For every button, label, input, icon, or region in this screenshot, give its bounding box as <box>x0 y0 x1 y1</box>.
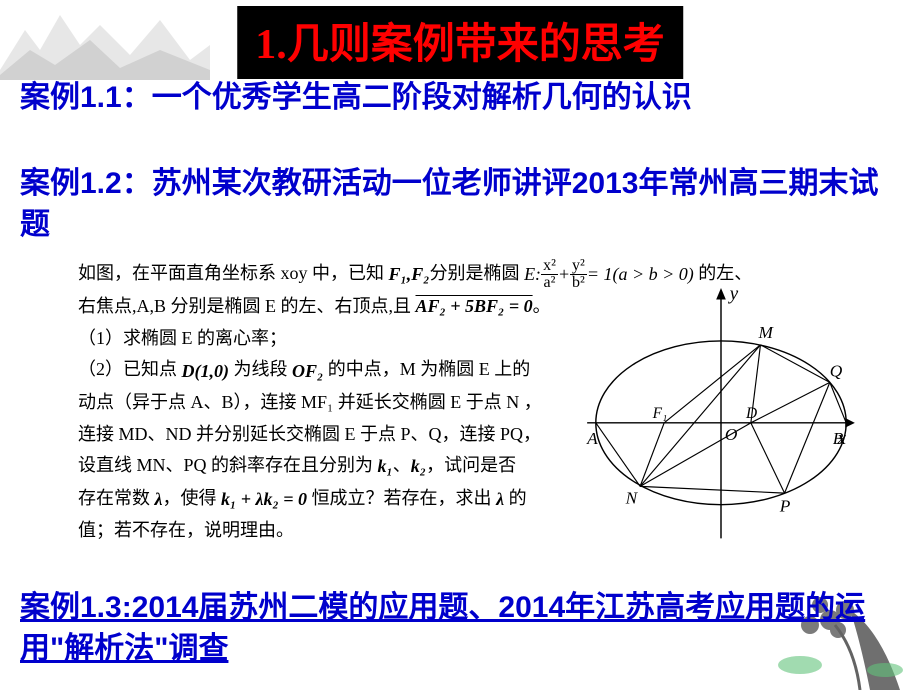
lambda: λ <box>155 484 163 516</box>
f1f2: F₁,F₂ <box>389 259 430 291</box>
lbl-O: O <box>725 425 738 444</box>
of2: OF₂ <box>292 356 323 388</box>
lbl-Q: Q <box>830 362 843 381</box>
num: x² <box>541 258 558 275</box>
lbl-N: N <box>625 489 639 508</box>
line: 动点（异于点 A、B），连接 MF₁ 并延长交椭圆 E 于点 N ， <box>78 387 578 419</box>
lbl-A: A <box>586 429 598 448</box>
problem-statement: 如图，在平面直角坐标系 xoy 中，已知 F₁,F₂分别是椭圆 E: x²a² … <box>78 258 860 572</box>
txt: 的 <box>504 488 527 508</box>
lambda: λ <box>496 484 504 516</box>
d10: D(1,0) <box>182 356 230 388</box>
keq: k₁ + λk₂ = 0 <box>221 484 307 516</box>
txt: 、 <box>393 455 411 475</box>
case-1-1-heading: 案例1.1：一个优秀学生高二阶段对解析几何的认识 <box>20 78 900 119</box>
main-title-band: 1.几则案例带来的思考 <box>237 6 683 79</box>
case-1-2-heading: 案例1.2：苏州某次教研活动一位老师讲评2013年常州高三期末试题 <box>20 164 900 245</box>
txt: 的左、 <box>694 263 753 283</box>
vec-eq: AF₂ + 5BF₂ = 0 <box>416 296 533 316</box>
plus: + <box>558 259 570 291</box>
main-title: 1.几则案例带来的思考 <box>255 22 665 68</box>
lbl-P: P <box>779 496 791 515</box>
lbl-M: M <box>758 323 775 342</box>
line: 连接 MD、ND 并分别延长交椭圆 E 于点 P、Q，连接 PQ， <box>78 419 578 451</box>
txt: 恒成立？若存在，求出 <box>307 488 496 508</box>
den: a² <box>541 275 558 291</box>
txt: 右焦点,A,B 分别是椭圆 E 的左、右顶点,且 <box>78 296 416 316</box>
num: y² <box>570 258 587 275</box>
txt: 为线段 <box>229 359 292 379</box>
lbl-y: y <box>728 288 739 305</box>
k2: k₂ <box>411 451 426 483</box>
lbl-D: D <box>745 405 757 422</box>
lbl-B: B <box>833 429 844 448</box>
txt: 分别是椭圆 <box>430 263 525 283</box>
e-label: E: <box>524 259 541 291</box>
lbl-F1: F₁ <box>652 405 668 422</box>
txt: 存在常数 <box>78 488 155 508</box>
case-1-3-heading: 案例1.3:2014届苏州二模的应用题、2014年江苏高考应用题的运用"解析法"… <box>20 588 900 669</box>
ellipse-diagram: y x O A B M N Q P D F₁ <box>582 288 860 548</box>
line: 值；若不存在，说明理由。 <box>78 515 578 547</box>
problem-text: 如图，在平面直角坐标系 xoy 中，已知 F₁,F₂分别是椭圆 E: x²a² … <box>78 258 578 547</box>
k1: k₁ <box>378 451 393 483</box>
txt: ，试问是否 <box>426 455 516 475</box>
txt: 。 <box>533 296 551 316</box>
mountain-decoration <box>0 0 210 80</box>
txt: 设直线 MN、PQ 的斜率存在且分别为 <box>78 455 378 475</box>
txt: ，使得 <box>163 488 222 508</box>
txt: （2）已知点 <box>78 359 182 379</box>
txt: 的中点，M 为椭圆 E 上的 <box>323 359 530 379</box>
question-1: （1）求椭圆 E 的离心率； <box>78 323 578 355</box>
txt: 如图，在平面直角坐标系 xoy 中，已知 <box>78 263 389 283</box>
eq: = 1(a > b > 0) <box>587 259 694 291</box>
